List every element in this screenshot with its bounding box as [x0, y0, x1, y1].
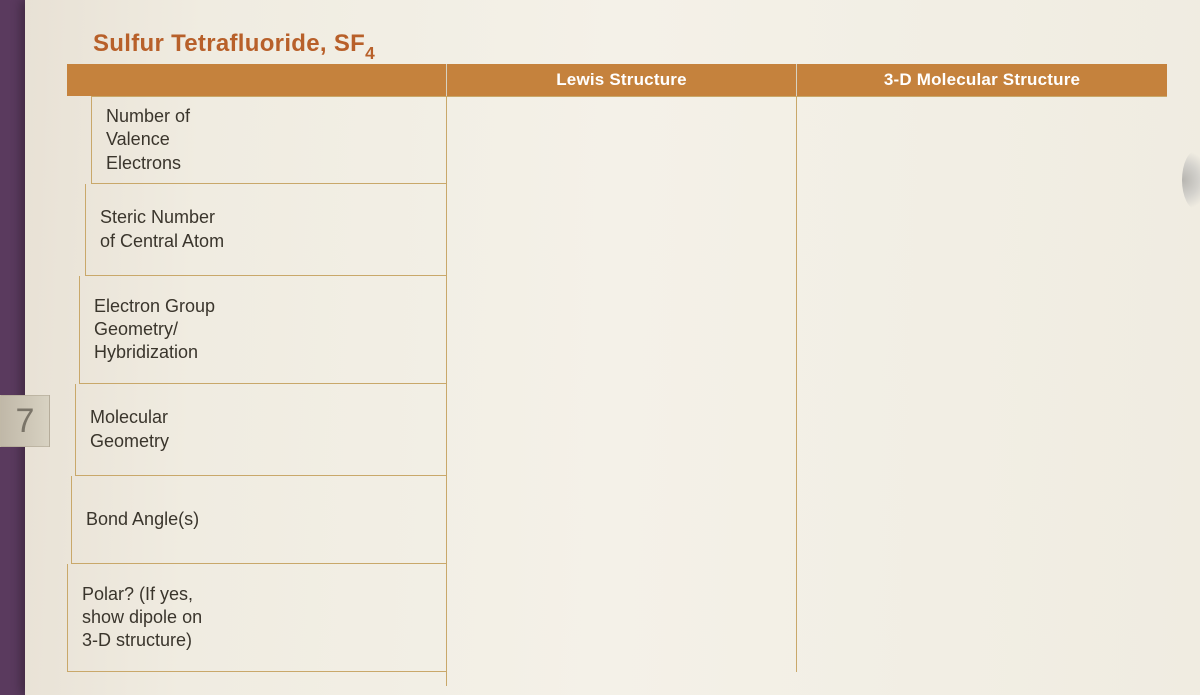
label-electron-geom: Electron Group Geometry/ Hybridization [79, 276, 247, 384]
answer-steric[interactable] [247, 184, 446, 276]
compound-subscript: 4 [365, 43, 375, 63]
compound-title: Sulfur Tetrafluoride, SF4 [93, 30, 375, 62]
label-text: Steric Number of Central Atom [100, 206, 224, 252]
three-d-structure-cell[interactable] [797, 96, 1167, 672]
header-lewis-label: Lewis Structure [556, 70, 687, 90]
worksheet-page: 7 Sulfur Tetrafluoride, SF4 Lewis Struct… [25, 0, 1200, 695]
answer-valence[interactable] [247, 96, 446, 184]
answer-bond-angle[interactable] [247, 476, 446, 564]
header-lewis: Lewis Structure [447, 64, 797, 96]
label-molecular-geom: Molecular Geometry [75, 384, 247, 476]
label-steric: Steric Number of Central Atom [85, 184, 247, 276]
label-text: Molecular Geometry [90, 406, 169, 452]
worksheet-grid: Number of Valence Electrons Steric Numbe… [67, 96, 1167, 686]
label-column: Number of Valence Electrons Steric Numbe… [67, 96, 247, 686]
header-3d: 3-D Molecular Structure [797, 64, 1167, 96]
compound-name: Sulfur Tetrafluoride, SF [93, 30, 365, 57]
answer-polar[interactable] [247, 564, 446, 672]
label-text: Polar? (If yes, show dipole on 3-D struc… [82, 583, 202, 652]
page-tab: 7 [0, 395, 50, 447]
header-properties [67, 64, 447, 96]
table-header-row: Lewis Structure 3-D Molecular Structure [67, 64, 1167, 96]
header-3d-label: 3-D Molecular Structure [884, 70, 1080, 90]
label-bond-angle: Bond Angle(s) [71, 476, 247, 564]
page-tab-number: 7 [16, 402, 35, 441]
answer-electron-geom[interactable] [247, 276, 446, 384]
label-text: Bond Angle(s) [86, 508, 199, 531]
label-text: Electron Group Geometry/ Hybridization [94, 295, 215, 364]
answer-column [247, 96, 447, 686]
label-text: Number of Valence Electrons [106, 105, 235, 174]
label-valence: Number of Valence Electrons [91, 96, 247, 184]
label-polar: Polar? (If yes, show dipole on 3-D struc… [67, 564, 247, 672]
lewis-structure-cell[interactable] [447, 96, 797, 672]
answer-molecular-geom[interactable] [247, 384, 446, 476]
page-curl-shadow [1182, 150, 1200, 210]
